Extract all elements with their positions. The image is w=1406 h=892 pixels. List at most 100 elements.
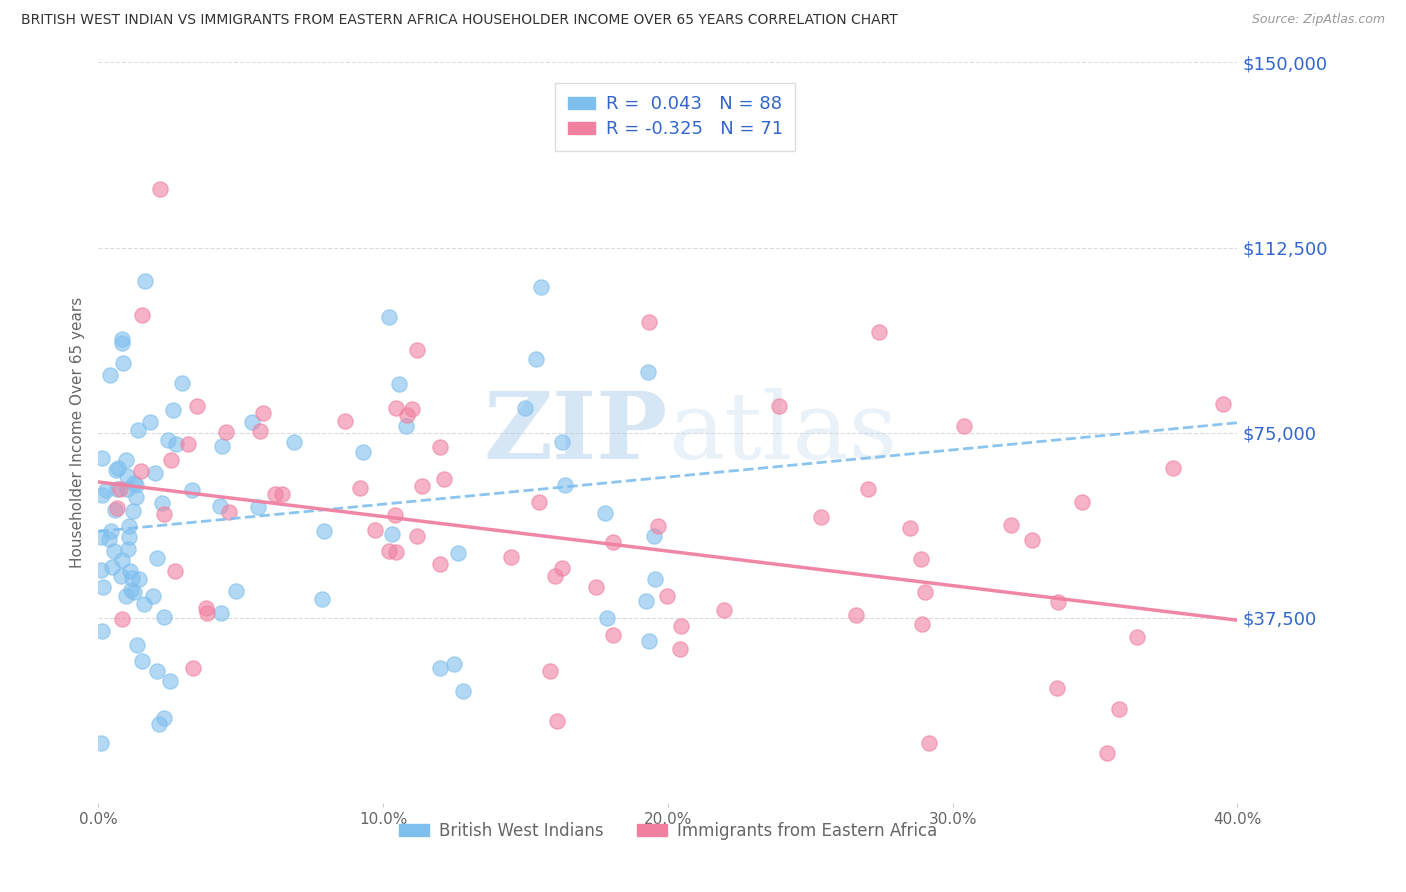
Y-axis label: Householder Income Over 65 years: Householder Income Over 65 years xyxy=(70,297,86,568)
Point xyxy=(111,356,134,370)
Point xyxy=(214,425,236,439)
Point xyxy=(538,665,561,679)
Point xyxy=(122,504,145,518)
Point xyxy=(524,351,547,366)
Point xyxy=(1126,631,1149,645)
Point xyxy=(225,584,247,599)
Point xyxy=(384,508,406,522)
Point xyxy=(1000,517,1022,532)
Point xyxy=(810,509,832,524)
Point xyxy=(550,435,572,450)
Point xyxy=(211,439,233,453)
Point xyxy=(150,495,173,509)
Point xyxy=(585,580,607,594)
Point xyxy=(551,561,574,575)
Point xyxy=(352,445,374,459)
Point xyxy=(93,581,115,595)
Point xyxy=(98,368,121,383)
Point xyxy=(111,553,134,567)
Point xyxy=(1212,397,1234,411)
Point xyxy=(177,437,200,451)
Point xyxy=(1046,595,1069,609)
Point xyxy=(108,482,131,496)
Point xyxy=(208,499,231,513)
Point xyxy=(90,563,112,577)
Point xyxy=(146,664,169,678)
Point xyxy=(529,280,551,294)
Point xyxy=(100,524,122,539)
Point xyxy=(638,315,661,329)
Point xyxy=(911,616,934,631)
Point xyxy=(868,326,890,340)
Point xyxy=(271,487,294,501)
Point xyxy=(910,551,932,566)
Point xyxy=(671,619,693,633)
Text: BRITISH WEST INDIAN VS IMMIGRANTS FROM EASTERN AFRICA HOUSEHOLDER INCOME OVER 65: BRITISH WEST INDIAN VS IMMIGRANTS FROM E… xyxy=(21,13,898,28)
Point xyxy=(110,569,132,583)
Point xyxy=(165,437,187,451)
Point xyxy=(218,505,240,519)
Point xyxy=(283,434,305,449)
Point xyxy=(546,714,568,728)
Point xyxy=(1163,461,1185,475)
Point xyxy=(125,638,148,652)
Point xyxy=(918,736,941,750)
Point xyxy=(195,606,218,620)
Point xyxy=(249,424,271,438)
Point xyxy=(114,452,136,467)
Point xyxy=(195,601,218,615)
Point xyxy=(387,377,409,392)
Point xyxy=(152,610,174,624)
Point xyxy=(162,402,184,417)
Point xyxy=(143,466,166,480)
Point xyxy=(94,483,117,497)
Point xyxy=(311,592,333,607)
Text: ZIP: ZIP xyxy=(484,388,668,477)
Point xyxy=(898,521,921,535)
Point xyxy=(381,526,404,541)
Point xyxy=(105,482,128,496)
Point xyxy=(91,488,114,502)
Point xyxy=(643,529,665,543)
Point xyxy=(602,628,624,642)
Point xyxy=(111,335,134,350)
Point xyxy=(432,472,454,486)
Point xyxy=(593,506,616,520)
Point xyxy=(451,684,474,698)
Point xyxy=(118,519,141,533)
Point xyxy=(90,736,112,750)
Point xyxy=(120,583,142,598)
Point xyxy=(669,641,692,656)
Point xyxy=(128,572,150,586)
Point xyxy=(111,612,134,626)
Point xyxy=(405,529,427,543)
Point xyxy=(125,478,148,492)
Text: Source: ZipAtlas.com: Source: ZipAtlas.com xyxy=(1251,13,1385,27)
Point xyxy=(637,366,659,380)
Point xyxy=(180,483,202,497)
Point xyxy=(97,532,120,546)
Point xyxy=(90,530,112,544)
Point xyxy=(396,409,419,423)
Point xyxy=(1108,702,1130,716)
Point xyxy=(634,594,657,608)
Point xyxy=(121,571,143,585)
Point xyxy=(429,558,451,572)
Point xyxy=(1046,681,1069,695)
Point xyxy=(181,661,204,675)
Point xyxy=(105,501,128,516)
Point xyxy=(103,544,125,558)
Point xyxy=(429,440,451,454)
Point xyxy=(129,464,152,478)
Text: atlas: atlas xyxy=(668,388,897,477)
Point xyxy=(170,376,193,390)
Point xyxy=(395,419,418,434)
Point xyxy=(1095,747,1118,761)
Point xyxy=(186,399,208,413)
Point xyxy=(644,572,666,586)
Point xyxy=(149,182,172,196)
Point xyxy=(101,560,124,574)
Point xyxy=(131,308,153,322)
Point xyxy=(856,482,879,496)
Point xyxy=(364,523,387,537)
